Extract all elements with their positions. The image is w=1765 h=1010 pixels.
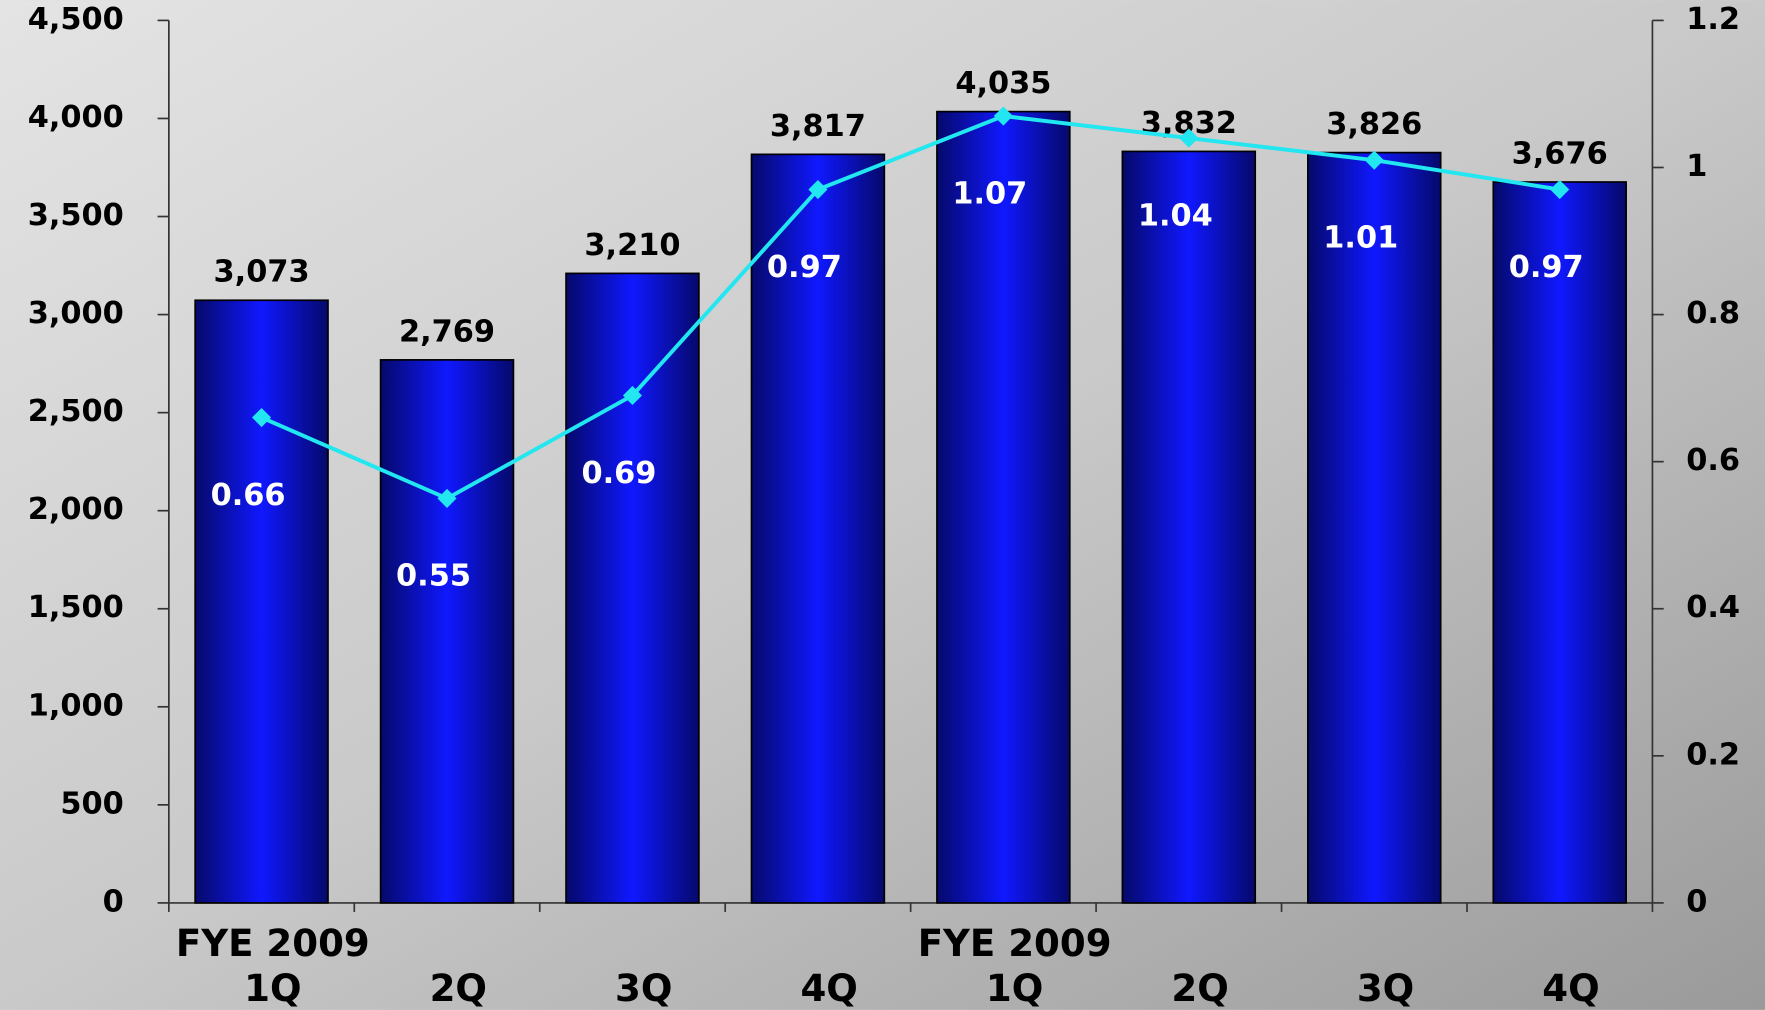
line-marker: [437, 488, 457, 508]
y-tick-label: 3,500: [28, 198, 124, 233]
y-tick-label: 4,500: [28, 2, 124, 37]
x-tick-label: 1Q: [986, 967, 1043, 1010]
x-tick-label: 4Q: [1542, 967, 1599, 1010]
bar: [936, 110, 1071, 904]
group-label: FYE 2009: [918, 922, 1112, 965]
line-value-label: 1.07: [952, 176, 1027, 211]
y2-tick-label: 0.6: [1686, 443, 1740, 478]
y-tick-label: 500: [60, 786, 123, 821]
bar-value-label: 3,210: [584, 228, 680, 263]
bar: [1121, 150, 1257, 904]
x-tick-label: 3Q: [1357, 967, 1414, 1010]
bar-value-label: 3,073: [214, 255, 310, 290]
bar: [194, 299, 329, 904]
line-value-label: 0.97: [1509, 250, 1584, 285]
y2-tick-label: 1: [1686, 149, 1707, 184]
bar: [379, 359, 515, 904]
x-tick-label: 4Q: [800, 967, 857, 1010]
x-tick-label: 1Q: [244, 967, 301, 1010]
y-tick-label: 3,000: [28, 296, 124, 331]
y-tick-label: 1,500: [28, 590, 124, 625]
x-tick-label: 2Q: [430, 967, 487, 1010]
y-tick-label: 0: [103, 884, 124, 919]
y-tick-label: 2,500: [28, 394, 124, 429]
y2-tick-label: 1.2: [1686, 2, 1740, 37]
bar-value-label: 3,826: [1326, 107, 1422, 142]
bar: [750, 153, 886, 904]
y2-tick-label: 0.2: [1686, 737, 1740, 772]
line-marker: [808, 180, 828, 200]
y-tick-label: 2,000: [28, 492, 124, 527]
bar-value-label: 4,035: [955, 66, 1051, 101]
line-value-label: 1.04: [1138, 198, 1213, 233]
y-tick-label: 1,000: [28, 688, 124, 723]
line-value-label: 1.01: [1323, 220, 1398, 255]
y2-tick-label: 0.8: [1686, 296, 1740, 331]
x-tick-label: 2Q: [1171, 967, 1228, 1010]
x-tick-label: 3Q: [615, 967, 672, 1010]
y2-tick-label: 0.4: [1686, 590, 1740, 625]
line-value-label: 0.97: [767, 250, 842, 285]
bar: [1307, 151, 1442, 904]
bar-value-label: 3,676: [1512, 136, 1608, 171]
bar: [565, 272, 700, 904]
line-value-label: 0.69: [581, 456, 656, 491]
line: [260, 114, 1561, 501]
bar-value-label: 3,817: [770, 109, 866, 144]
line-value-label: 0.55: [396, 559, 471, 594]
bar-value-label: 2,769: [399, 314, 495, 349]
y-tick-label: 4,000: [28, 100, 124, 135]
line-value-label: 0.66: [211, 478, 286, 513]
group-label: FYE 2009: [176, 922, 370, 965]
y2-tick-label: 0: [1686, 884, 1707, 919]
bar: [1492, 181, 1627, 904]
